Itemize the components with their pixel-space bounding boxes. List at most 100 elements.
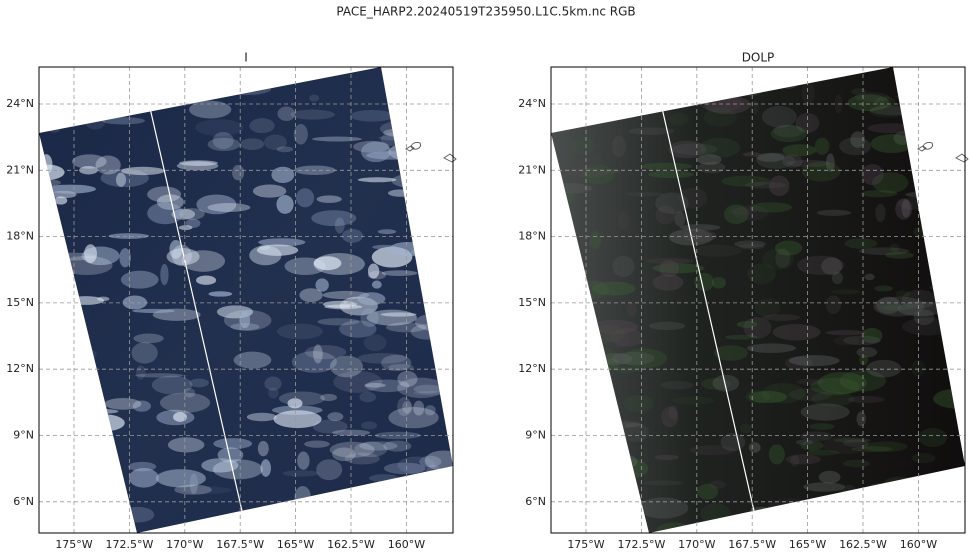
texture-patch bbox=[701, 378, 732, 390]
texture-patch bbox=[749, 202, 793, 213]
cloud bbox=[46, 419, 95, 436]
texture-patch bbox=[669, 78, 694, 91]
texture-patch bbox=[805, 449, 840, 456]
texture-patch bbox=[588, 72, 618, 92]
cloud bbox=[391, 173, 439, 189]
cloud bbox=[132, 400, 151, 412]
texture-patch bbox=[712, 374, 740, 392]
panel: DOLP 175°W 172.5°W 170°W 167.5°W 165°W 162.5°… bbox=[518, 51, 969, 551]
cloud bbox=[54, 196, 68, 205]
texture-patch bbox=[734, 77, 765, 91]
cloud bbox=[388, 407, 439, 429]
texture-patch bbox=[745, 390, 770, 404]
texture-patch bbox=[785, 356, 813, 370]
x-tick-label: 172.5°W bbox=[617, 538, 665, 551]
cloud bbox=[277, 106, 296, 121]
cloud bbox=[108, 233, 150, 239]
cloud bbox=[42, 123, 51, 130]
cloud bbox=[48, 128, 61, 133]
cloud bbox=[352, 523, 396, 532]
texture-patch bbox=[604, 328, 630, 349]
cloud bbox=[101, 117, 146, 125]
texture-patch bbox=[617, 212, 630, 230]
x-tick-label: 175°W bbox=[567, 538, 604, 551]
texture-patch bbox=[882, 476, 920, 492]
cloud bbox=[428, 150, 453, 172]
texture-patch bbox=[860, 190, 898, 198]
x-tick-label: 160°W bbox=[388, 538, 425, 551]
texture-patch bbox=[743, 316, 772, 339]
cloud bbox=[61, 255, 113, 276]
cloud bbox=[397, 370, 418, 387]
figure-title: PACE_HARP2.20240519T235950.L1C.5km.nc RG… bbox=[336, 5, 635, 19]
cloud bbox=[51, 488, 95, 510]
cloud bbox=[45, 184, 96, 194]
cloud bbox=[419, 455, 442, 468]
cloud bbox=[93, 97, 126, 110]
x-tick-label: 175°W bbox=[55, 538, 92, 551]
cloud bbox=[115, 172, 127, 187]
texture-patch bbox=[678, 187, 708, 209]
cloud bbox=[122, 295, 148, 310]
texture-patch bbox=[773, 124, 804, 138]
texture-patch bbox=[843, 439, 870, 448]
texture-patch bbox=[844, 238, 878, 249]
island bbox=[405, 141, 457, 163]
texture-patch bbox=[916, 157, 948, 172]
cloud bbox=[56, 453, 79, 465]
texture-patch bbox=[748, 390, 787, 404]
texture-patch bbox=[711, 277, 726, 289]
cloud bbox=[212, 132, 234, 150]
texture-patch bbox=[800, 403, 850, 421]
texture-patch bbox=[591, 154, 602, 165]
texture-patch bbox=[851, 446, 893, 453]
cloud bbox=[39, 322, 60, 334]
cloud bbox=[295, 188, 315, 208]
texture-patch bbox=[869, 106, 908, 118]
x-tick-label: 162.5°W bbox=[839, 538, 887, 551]
cloud bbox=[341, 229, 364, 243]
texture-patch bbox=[591, 281, 636, 296]
cloud bbox=[413, 400, 425, 416]
texture-patch bbox=[924, 67, 948, 75]
texture-patch bbox=[861, 163, 884, 186]
cloud bbox=[128, 467, 159, 488]
cloud bbox=[178, 160, 219, 166]
texture-patch bbox=[872, 172, 909, 194]
texture-patch bbox=[654, 85, 702, 100]
texture-patch bbox=[641, 162, 693, 171]
cloud bbox=[329, 441, 375, 458]
texture-patch bbox=[580, 404, 622, 410]
cloud bbox=[304, 345, 347, 360]
cloud bbox=[40, 154, 53, 175]
cloud bbox=[119, 248, 131, 268]
cloud bbox=[357, 292, 386, 306]
texture-patch bbox=[856, 346, 878, 358]
texture-patch bbox=[699, 93, 742, 113]
axes-frame bbox=[550, 66, 966, 534]
cloud bbox=[416, 89, 441, 100]
cloud bbox=[160, 263, 169, 286]
texture-patch bbox=[800, 431, 833, 442]
cloud bbox=[299, 288, 323, 303]
texture-patch bbox=[868, 482, 903, 492]
texture-patch bbox=[611, 328, 644, 347]
cloud bbox=[135, 373, 184, 378]
texture-patch bbox=[859, 355, 869, 366]
texture-patch bbox=[790, 455, 800, 467]
texture-patch bbox=[551, 455, 579, 473]
texture-patch bbox=[768, 444, 785, 465]
texture-patch bbox=[803, 482, 845, 492]
texture-patch bbox=[700, 503, 731, 525]
texture-patch bbox=[895, 198, 913, 220]
cloud bbox=[264, 376, 282, 391]
texture-patch bbox=[825, 153, 835, 172]
x-tick-label: 165°W bbox=[277, 538, 314, 551]
cloud bbox=[249, 118, 275, 134]
cloud bbox=[426, 112, 453, 127]
cloud bbox=[276, 194, 294, 214]
cloud bbox=[226, 67, 238, 75]
x-tick-label: 172.5°W bbox=[105, 538, 153, 551]
gridlines bbox=[39, 67, 453, 533]
texture-patch bbox=[825, 295, 842, 315]
